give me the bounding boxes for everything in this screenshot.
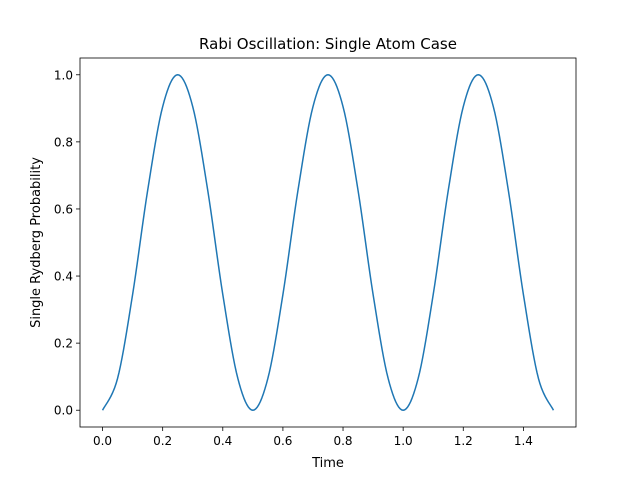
- plot-area: [79, 57, 577, 428]
- y-tick-label: 0.8: [54, 135, 73, 149]
- axes-frame: [79, 57, 577, 428]
- y-tick-label: 1.0: [54, 68, 73, 82]
- x-tick-label: 1.4: [514, 434, 533, 448]
- y-tick-label: 0.0: [54, 404, 73, 418]
- y-tick-label: 0.4: [54, 270, 73, 284]
- x-axis-ticks: 0.0 0.2 0.4 0.6 0.8 1.0 1.2 1.4: [93, 427, 533, 448]
- y-tick-label: 0.2: [54, 337, 73, 351]
- x-tick-label: 0.2: [153, 434, 172, 448]
- x-tick-label: 0.8: [333, 434, 352, 448]
- x-tick-label: 1.0: [394, 434, 413, 448]
- x-tick-label: 1.2: [454, 434, 473, 448]
- x-tick-label: 0.6: [273, 434, 292, 448]
- x-tick-label: 0.4: [213, 434, 232, 448]
- y-axis-label: Single Rydberg Probability: [29, 157, 44, 328]
- series-line-0: [101, 74, 555, 411]
- y-axis-ticks: 0.0 0.2 0.4 0.6 0.8 1.0: [54, 68, 80, 418]
- x-axis-label: Time: [311, 456, 344, 471]
- y-tick-label: 0.6: [54, 202, 73, 216]
- chart-title: Rabi Oscillation: Single Atom Case: [199, 35, 457, 53]
- x-tick-label: 0.0: [93, 434, 112, 448]
